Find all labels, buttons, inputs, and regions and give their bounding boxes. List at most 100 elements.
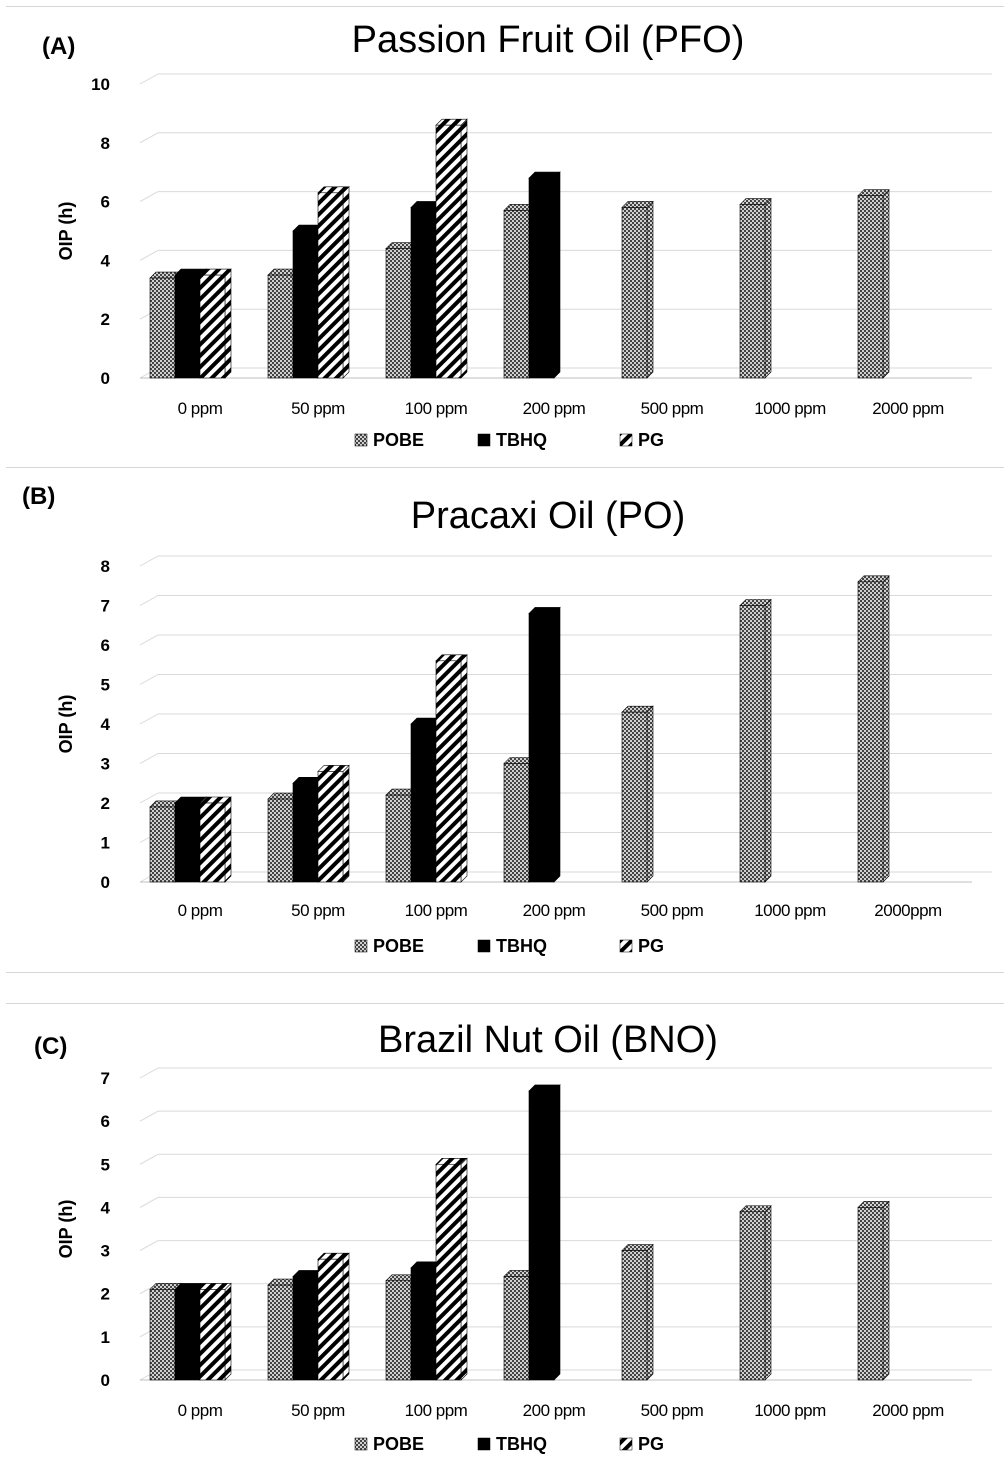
- bar-pobe-1000ppm: [739, 197, 772, 379]
- x-tick-label: 500 ppm: [641, 399, 704, 418]
- x-tick-label: 100 ppm: [405, 399, 468, 418]
- legend-swatch-tbhq: [477, 1437, 491, 1451]
- y-tick-label: 4: [101, 715, 111, 734]
- y-axis-label: OIP (h): [56, 1200, 76, 1259]
- x-tick-label: 2000 ppm: [872, 1401, 944, 1420]
- legend-swatch-pobe: [354, 939, 368, 953]
- bar-tbhq-200ppm: [528, 606, 561, 883]
- y-tick-label: 7: [101, 597, 110, 616]
- chart-panel-pfo: (A) Passion Fruit Oil (PFO) 0 2 4 6 8 10 OIP (h)…: [0, 10, 1008, 465]
- bar-pobe-1000ppm: [739, 598, 772, 883]
- x-tick-label: 100 ppm: [405, 1401, 468, 1420]
- bar-pobe-500ppm: [621, 200, 654, 379]
- y-tick-label: 2: [101, 794, 110, 813]
- bars: [149, 118, 890, 379]
- legend-swatch-pg: [619, 1437, 633, 1451]
- legend-label-pg: PG: [638, 1434, 664, 1454]
- gridline-depth: [139, 191, 159, 203]
- x-tick-label: 500 ppm: [641, 1401, 704, 1420]
- gridline-depth: [139, 1153, 159, 1165]
- bar-pobe-2000ppm: [857, 1200, 890, 1381]
- bar-pg-100ppm: [435, 654, 468, 883]
- bar-pg-0ppm: [199, 1282, 232, 1381]
- gridline-depth: [139, 674, 159, 685]
- x-tick-label: 200 ppm: [523, 901, 586, 920]
- bar-pg-100ppm: [435, 118, 468, 379]
- bar-pobe-500ppm: [621, 705, 654, 883]
- bar-tbhq-200ppm: [528, 1084, 561, 1381]
- legend-swatch-pobe: [354, 433, 368, 447]
- y-tick-label: 6: [101, 636, 110, 655]
- y-tick-label: 0: [101, 369, 110, 388]
- x-tick-label: 2000 ppm: [872, 399, 944, 418]
- legend-swatch-pg: [619, 939, 633, 953]
- x-tick-label: 50 ppm: [291, 1401, 345, 1420]
- x-tick-label: 1000 ppm: [754, 1401, 826, 1420]
- panel-label: (A): [42, 33, 75, 60]
- gridline-depth: [139, 753, 159, 764]
- x-tick-label: 2000ppm: [874, 901, 942, 920]
- bar-pobe-200ppm: [503, 203, 536, 379]
- y-tick-label: 5: [101, 676, 110, 695]
- panel-label: (B): [22, 483, 55, 510]
- bar-pobe-2000ppm: [857, 575, 890, 883]
- x-tick-label: 50 ppm: [291, 399, 345, 418]
- legend-swatch-tbhq: [477, 433, 491, 447]
- panel-label: (C): [34, 1033, 67, 1060]
- x-tick-label: 200 ppm: [523, 1401, 586, 1420]
- gridline-depth: [139, 555, 159, 567]
- x-tick-label: 1000 ppm: [754, 399, 826, 418]
- legend-label-tbhq: TBHQ: [496, 936, 547, 956]
- y-tick-label: 7: [101, 1069, 110, 1088]
- y-tick-label: 4: [101, 1198, 111, 1217]
- bar-pobe-2000ppm: [857, 188, 890, 379]
- bar-pobe-500ppm: [621, 1243, 654, 1381]
- legend-label-tbhq: TBHQ: [496, 430, 547, 450]
- y-axis-label: OIP (h): [56, 695, 76, 754]
- legend: POBE TBHQ PG: [354, 430, 664, 450]
- y-tick-label: 3: [101, 755, 110, 774]
- y-axis-label: OIP (h): [56, 202, 76, 261]
- bar-pg-50ppm: [317, 186, 350, 379]
- gridline-depth: [139, 713, 159, 725]
- y-tick-label: 1: [101, 1328, 110, 1347]
- legend-label-tbhq: TBHQ: [496, 1434, 547, 1454]
- x-tick-label: 0 ppm: [178, 1401, 223, 1420]
- y-tick-label: 6: [101, 193, 110, 212]
- y-tick-label: 3: [101, 1242, 110, 1261]
- legend-swatch-tbhq: [477, 939, 491, 953]
- y-tick-label: 0: [101, 1371, 110, 1390]
- bar-pg-100ppm: [435, 1157, 468, 1381]
- y-tick-label: 2: [101, 1285, 110, 1304]
- x-tick-label: 100 ppm: [405, 901, 468, 920]
- legend-label-pg: PG: [638, 430, 664, 450]
- gridline-depth: [139, 1110, 159, 1122]
- x-tick-label: 200 ppm: [523, 399, 586, 418]
- y-tick-label: 1: [101, 834, 110, 853]
- x-tick-label: 1000 ppm: [754, 901, 826, 920]
- legend-label-pg: PG: [638, 936, 664, 956]
- chart-panel-bno: (C) Brazil Nut Oil (BNO) 0 1 2 3 4 5 6 7 OIP (h) 0 …: [0, 1008, 1008, 1466]
- legend-label-pobe: POBE: [373, 1434, 424, 1454]
- gridline-depth: [139, 1240, 159, 1252]
- x-tick-label: 0 ppm: [178, 901, 223, 920]
- gridline-depth: [139, 1196, 159, 1208]
- legend: POBE TBHQ PG: [354, 936, 664, 956]
- legend: POBE TBHQ PG: [354, 1434, 664, 1454]
- bar-pobe-50ppm: [267, 1278, 300, 1381]
- chart-po: (B) Pracaxi Oil (PO) 0 1 2 3 4 5 6 7 8 OIP (h) 0 ppm…: [22, 483, 992, 956]
- legend-swatch-pg: [619, 433, 633, 447]
- y-tick-label: 10: [91, 75, 110, 94]
- y-tick-label: 4: [101, 251, 111, 270]
- chart-panel-po: (B) Pracaxi Oil (PO) 0 1 2 3 4 5 6 7 8 OIP (h) 0 ppm…: [0, 472, 1008, 972]
- gridline-depth: [139, 792, 159, 804]
- chart-title: Pracaxi Oil (PO): [411, 495, 685, 537]
- chart-pfo: (A) Passion Fruit Oil (PFO) 0 2 4 6 8 10 OIP (h)…: [42, 19, 992, 450]
- bar-pg-50ppm: [317, 764, 350, 883]
- legend-label-pobe: POBE: [373, 430, 424, 450]
- bar-pobe-1000ppm: [739, 1205, 772, 1381]
- chart-bno: (C) Brazil Nut Oil (BNO) 0 1 2 3 4 5 6 7 OIP (h) 0 …: [34, 1019, 992, 1454]
- legend-swatch-pobe: [354, 1437, 368, 1451]
- bar-tbhq-200ppm: [528, 171, 561, 379]
- y-tick-label: 8: [101, 134, 110, 153]
